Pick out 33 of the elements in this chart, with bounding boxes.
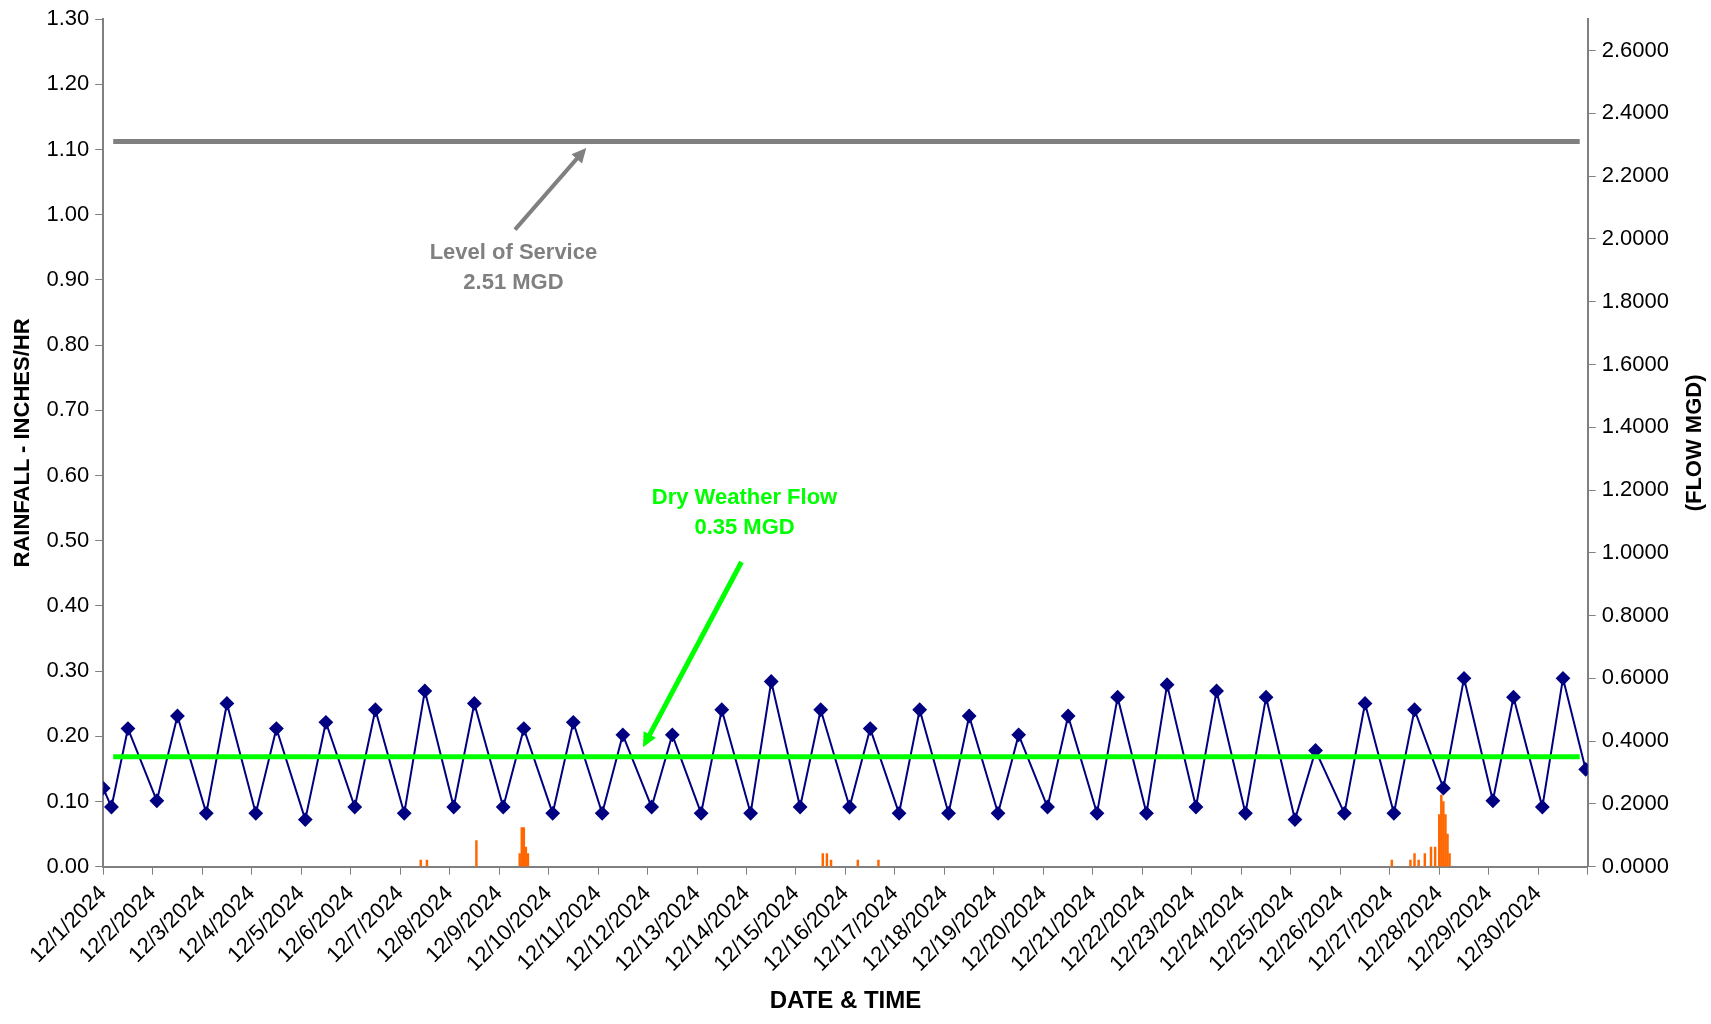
y2-tick-label: 1.8000 bbox=[1601, 287, 1670, 313]
y2-tick-label: 0.6000 bbox=[1601, 664, 1670, 690]
y2-tick-label: 0.0000 bbox=[1601, 852, 1670, 878]
y-tick-label: 1.20 bbox=[46, 70, 90, 96]
y2-tick-label: 2.4000 bbox=[1601, 99, 1670, 125]
y2-tick-label: 0.2000 bbox=[1601, 789, 1670, 815]
y-tick-label: 0.20 bbox=[46, 722, 90, 748]
y-tick-label: 0.30 bbox=[46, 657, 90, 683]
ref-line-label: Level of Service 2.51 MGD bbox=[429, 239, 598, 295]
y-tick-label: 0.10 bbox=[46, 787, 90, 813]
y-tick-label: 0.80 bbox=[46, 331, 90, 357]
y-tick-label: 0.50 bbox=[46, 526, 90, 552]
y2-tick-label: 1.6000 bbox=[1601, 350, 1670, 376]
y2-tick-label: 2.6000 bbox=[1601, 36, 1670, 62]
y2-tick-label: 1.0000 bbox=[1601, 538, 1670, 564]
y-tick-label: 1.00 bbox=[46, 200, 90, 226]
y-tick-label: 0.00 bbox=[46, 852, 90, 878]
y-tick-label: 0.90 bbox=[46, 266, 90, 292]
y2-axis-title: (FLOW MGD) bbox=[1681, 374, 1707, 512]
y-tick-label: 0.40 bbox=[46, 591, 90, 617]
y2-tick-label: 2.0000 bbox=[1601, 224, 1670, 250]
y2-tick-label: 0.8000 bbox=[1601, 601, 1670, 627]
y2-tick-label: 2.2000 bbox=[1601, 162, 1670, 188]
y-tick-label: 1.10 bbox=[46, 135, 90, 161]
y-tick-label: 0.70 bbox=[46, 396, 90, 422]
ref-line-label: Dry Weather Flow 0.35 MGD bbox=[651, 483, 839, 539]
y-tick-label: 0.60 bbox=[46, 461, 90, 487]
x-axis-title: DATE & TIME bbox=[769, 986, 922, 1014]
y2-tick-label: 0.4000 bbox=[1601, 727, 1670, 753]
y-tick-label: 1.30 bbox=[46, 5, 90, 31]
y-axis-title: RAINFALL - INCHES/HR bbox=[9, 318, 35, 568]
y2-tick-label: 1.4000 bbox=[1601, 413, 1670, 439]
y2-tick-label: 1.2000 bbox=[1601, 476, 1670, 502]
